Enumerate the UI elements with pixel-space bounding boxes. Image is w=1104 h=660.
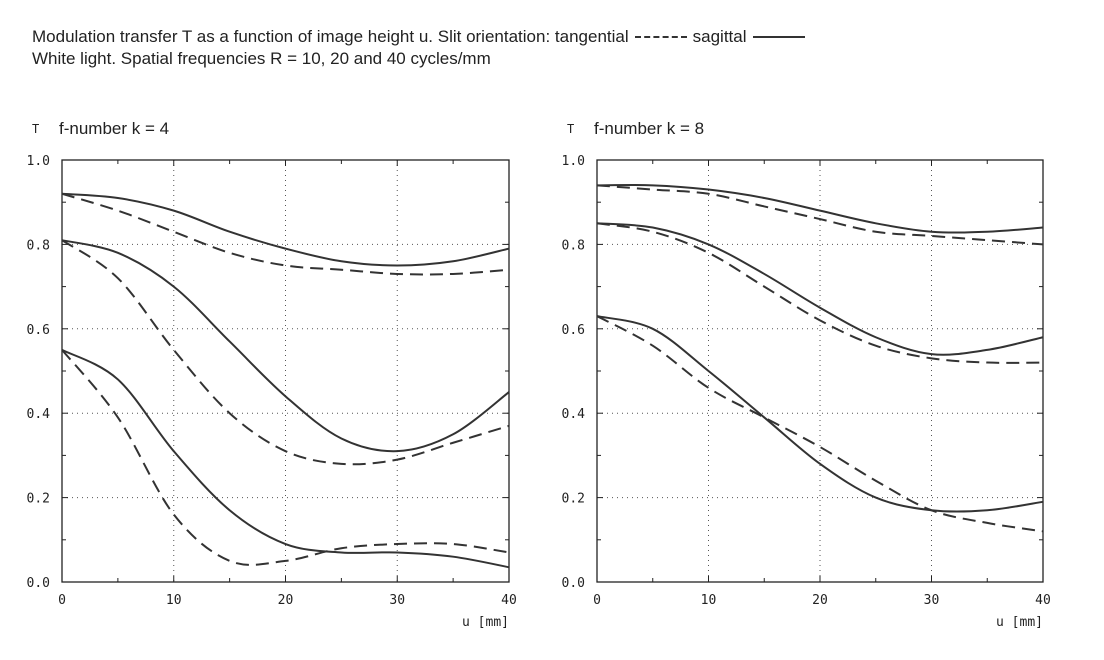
y-tick-label: 0.2 [27,492,50,507]
y-tick-label: 1.0 [562,154,585,169]
caption-line-1: Modulation transfer T as a function of i… [32,26,811,48]
plot-frame [61,159,510,583]
y-tick-label: 0.4 [27,407,51,422]
sagittal-series-line [596,222,1044,356]
x-tick-label: 20 [812,593,828,608]
y-tick-label: 0.2 [562,492,585,507]
tangential-series-line [61,192,510,276]
panel-title: f-number k = 8 [594,119,704,138]
sagittal-series-line [596,184,1044,234]
chart-panel-2: 0 10 20 30 40 0.0 0.2 0.4 0.6 0.8 1.0 T f-number k =… [562,119,1051,630]
y-tick-label: 1.0 [27,154,50,169]
x-axis-label: u [mm] [462,615,509,630]
sagittal-series-line [596,315,1044,513]
x-tick-label: 30 [924,593,940,608]
x-axis-label: u [mm] [996,615,1043,630]
x-tick-label: 0 [593,593,601,608]
tangential-legend-sample [634,36,687,38]
y-axis-label: T [567,122,574,136]
tangential-series-line [596,222,1044,364]
x-tick-label: 30 [389,593,405,608]
y-tick-label: 0.0 [27,576,50,591]
panel-title: f-number k = 4 [59,119,169,138]
tangential-series-line [596,315,1044,533]
y-tick-label: 0.6 [562,323,585,338]
x-tick-label: 40 [501,593,517,608]
y-tick-label: 0.8 [562,238,585,253]
x-tick-label: 10 [701,593,717,608]
y-tick-label: 0.0 [562,576,585,591]
chart-panel-1: 0 10 20 30 40 0.0 0.2 0.4 0.6 0.8 1.0 T f-number k =… [27,119,517,630]
tangential-series-line [596,184,1044,246]
x-tick-label: 10 [166,593,182,608]
caption-line-2: White light. Spatial frequencies R = 10,… [32,49,491,68]
tangential-series-line [61,239,510,466]
x-tick-label: 0 [58,593,66,608]
figure-caption: Modulation transfer T as a function of i… [32,26,811,70]
caption-sagittal-label: sagittal [692,27,747,46]
y-tick-label: 0.4 [562,407,586,422]
y-tick-label: 0.8 [27,238,50,253]
sagittal-legend-sample [752,36,805,38]
tangential-series-line [61,349,510,566]
sagittal-series-line [61,192,510,267]
x-tick-label: 40 [1035,593,1051,608]
sagittal-series-line [61,239,510,453]
x-tick-label: 20 [278,593,294,608]
sagittal-series-line [61,349,510,569]
y-axis-label: T [32,122,39,136]
plot-frame [596,159,1044,583]
caption-line-1-text: Modulation transfer T as a function of i… [32,27,629,46]
y-tick-label: 0.6 [27,323,50,338]
